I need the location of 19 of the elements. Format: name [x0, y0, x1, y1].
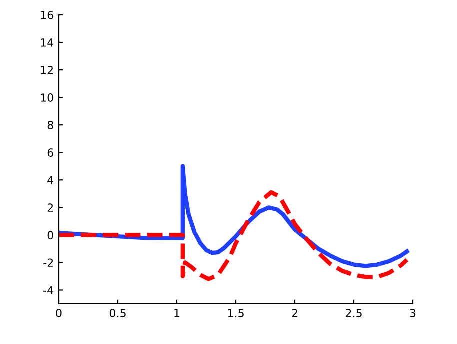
x-tick-label: 2: [292, 309, 298, 318]
y-tick-label: 12: [41, 66, 54, 74]
y-tick-label: 16: [41, 10, 54, 20]
y-tick-label: 8: [48, 121, 54, 130]
x-tick-label: 1: [174, 309, 180, 318]
y-tick-label: 0: [48, 231, 54, 240]
y-tick-label: 4: [48, 176, 54, 184]
y-tick-label: 6: [48, 148, 54, 157]
y-tick-label: 14: [41, 38, 54, 47]
y-tick-label: 2: [48, 204, 54, 212]
x-tick-label: 2.5: [346, 309, 362, 318]
y-tick-label: -4: [44, 286, 54, 294]
line-series: [59, 190, 410, 282]
x-tick-label: 3: [410, 309, 416, 318]
x-tick-label: 0: [56, 309, 62, 318]
x-tick-label: 1.5: [228, 309, 244, 318]
y-tick-label: 10: [41, 94, 54, 102]
x-tick-label: 0.5: [110, 309, 126, 318]
y-tick-label: -2: [44, 258, 54, 267]
